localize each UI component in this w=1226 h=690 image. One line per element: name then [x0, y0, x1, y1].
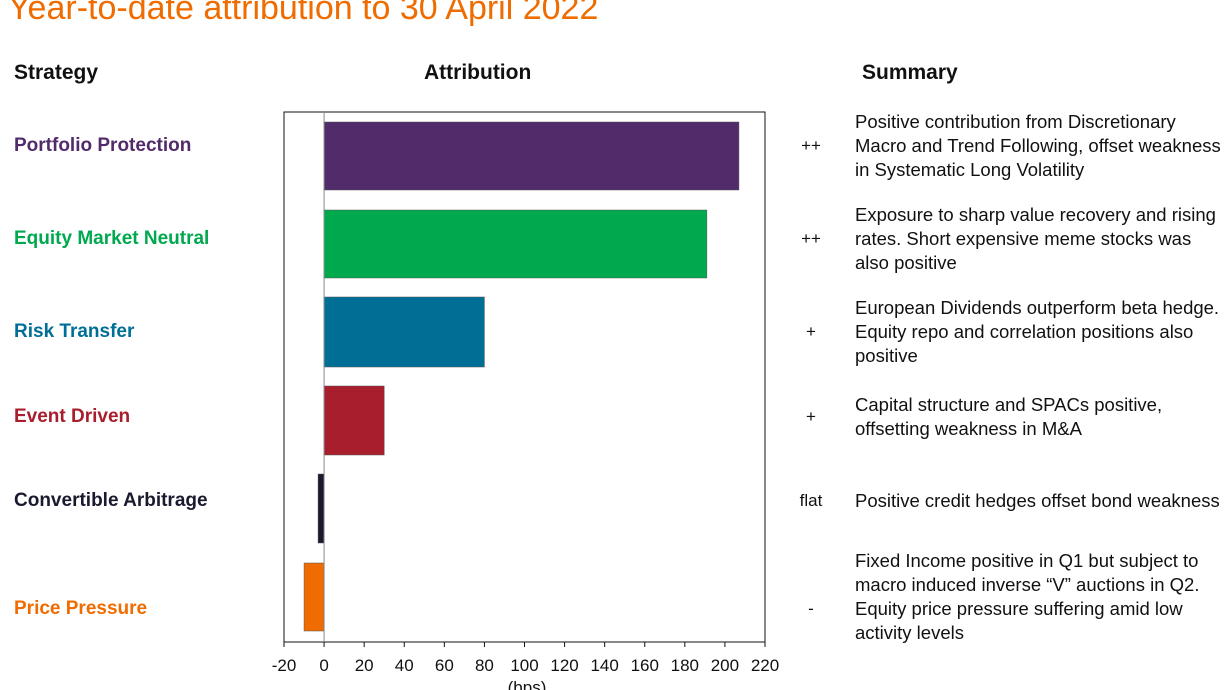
x-tick-label: 160 — [631, 656, 659, 675]
page-title: Year-to-date attribution to 30 April 202… — [8, 0, 599, 27]
rating-symbol: ++ — [801, 136, 821, 155]
x-tick-label: -20 — [272, 656, 297, 675]
bar-equity-market-neutral — [323, 209, 708, 279]
bar-risk-transfer — [323, 296, 485, 368]
rating-symbol: - — [808, 599, 814, 618]
x-tick-label: 140 — [590, 656, 618, 675]
strategy-label: Event Driven — [14, 406, 131, 427]
x-tick-label: 200 — [711, 656, 739, 675]
x-tick-label: 80 — [475, 656, 494, 675]
strategy-label: Portfolio Protection — [14, 135, 192, 156]
plot-frame — [283, 111, 766, 643]
x-tick-label: 40 — [395, 656, 414, 675]
x-tick-label: 60 — [435, 656, 454, 675]
x-axis-label: (bps) — [508, 678, 547, 690]
x-tick-label: 0 — [319, 656, 328, 675]
rating-symbol: + — [806, 407, 816, 426]
x-axis-ticks: -20 0 20 40 60 80 100 120 140 160 180 200 220 — [272, 642, 779, 675]
summary-text: European Dividends outperform beta hedge… — [855, 297, 1220, 366]
bar-price-pressure — [303, 562, 325, 632]
summary-header: Summary — [862, 61, 958, 84]
bar-group — [303, 121, 740, 632]
summary-text: Positive credit hedges offset bond weakn… — [855, 490, 1220, 511]
summary-text: Capital structure and SPACs positive, of… — [855, 394, 1163, 439]
summary-text: Exposure to sharp value recovery and ris… — [855, 204, 1216, 273]
rating-symbol: + — [806, 322, 816, 341]
x-tick-label: 180 — [671, 656, 699, 675]
strategy-label: Price Pressure — [14, 598, 148, 619]
summary-text: Positive contribution from Discretionary… — [855, 111, 1221, 180]
bar-portfolio-protection — [323, 121, 740, 191]
strategy-label: Equity Market Neutral — [14, 228, 210, 249]
strategy-header: Strategy — [14, 61, 99, 84]
bar-convertible-arbitrage — [317, 473, 325, 544]
attribution-header: Attribution — [424, 61, 532, 84]
x-tick-label: 220 — [751, 656, 779, 675]
rating-symbol: ++ — [801, 229, 821, 248]
strategy-label: Risk Transfer — [14, 321, 135, 342]
rating-symbol: flat — [799, 491, 823, 510]
x-tick-label: 120 — [550, 656, 578, 675]
strategy-label: Convertible Arbitrage — [14, 490, 208, 511]
bar-event-driven — [323, 385, 385, 456]
x-tick-label: 100 — [510, 656, 538, 675]
x-tick-label: 20 — [355, 656, 374, 675]
summary-text: Fixed Income positive in Q1 but subject … — [855, 550, 1200, 643]
